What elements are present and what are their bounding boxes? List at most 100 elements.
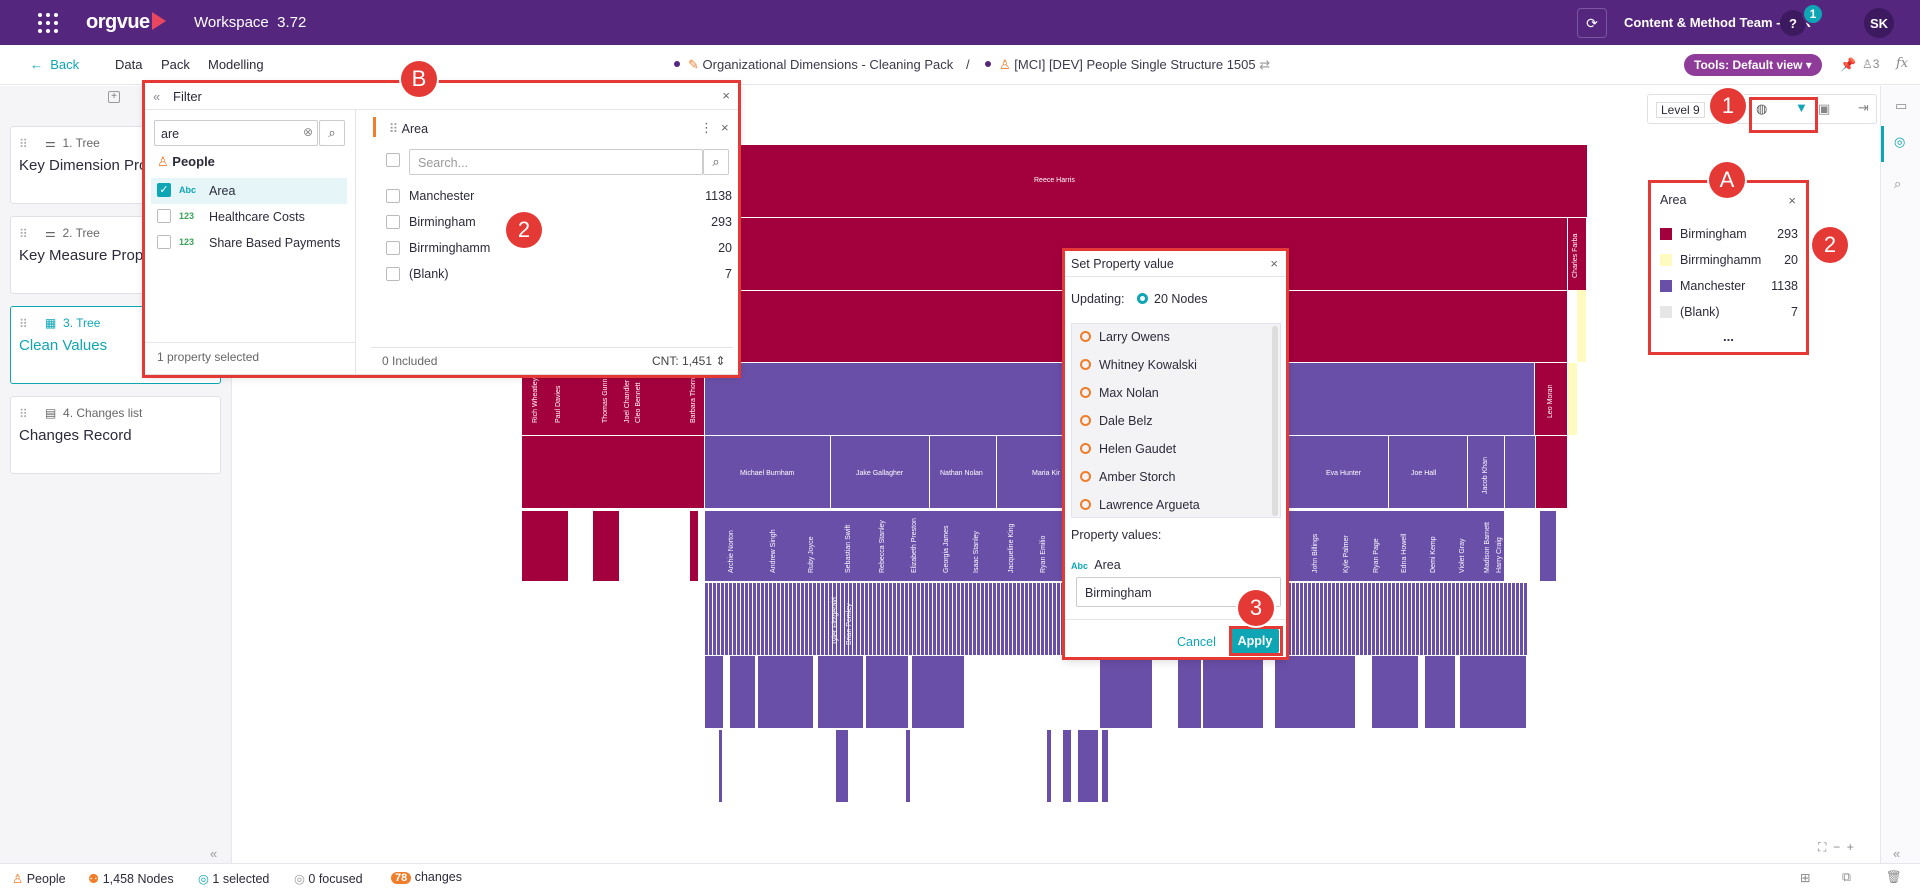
treemap-node[interactable] [522,511,568,581]
sync-button[interactable]: ⟳ [1577,8,1607,38]
search-icon[interactable]: ⌕ [703,149,729,175]
treemap-node[interactable] [690,511,698,581]
list-item[interactable]: Lawrence Argueta [1080,498,1200,512]
breadcrumb-dataset[interactable]: ✎ Organizational Dimensions - Cleaning P… [674,57,953,73]
property-item-healthcare[interactable]: 123 Healthcare Costs [151,204,347,230]
pin-icon[interactable]: 📌 [1840,57,1857,72]
legend-more[interactable]: ... [1723,329,1734,344]
search-icon[interactable]: ⌕ [319,120,345,146]
treemap-node[interactable]: Jake Gallagher [831,436,929,508]
treemap-node[interactable] [593,511,619,581]
treemap-node[interactable]: Michael Burnham [705,436,830,508]
treemap-node[interactable]: Jacob Khan [1468,436,1504,508]
treemap-node[interactable] [758,656,813,728]
treemap-node[interactable]: Charles Farba [1568,218,1586,290]
level-selector[interactable]: Level 9 [1656,102,1705,118]
menu-pack[interactable]: Pack [161,57,190,72]
view-card-4[interactable]: ⠿ ▤ 4. Changes list Changes Record [10,396,221,474]
treemap-node[interactable] [522,436,704,508]
list-item[interactable]: Max Nolan [1080,386,1159,400]
treemap-node[interactable]: Nathan Nolan [930,436,996,508]
add-view-button[interactable]: + [108,91,120,103]
treemap-node[interactable] [1288,583,1528,655]
close-icon[interactable]: × [722,88,730,103]
treemap-node[interactable] [1425,656,1455,728]
treemap-node[interactable]: Joe Hall [1389,436,1467,508]
treemap-node[interactable]: Maria Kir [997,436,1063,508]
more-options-icon[interactable]: ⋮ [700,120,713,135]
value-row[interactable]: Manchester 1138 [377,184,737,210]
property-search-input[interactable]: are ⊗ [154,120,318,146]
focused-count[interactable]: ◎ 0 focused [294,872,363,886]
checkbox[interactable] [386,189,400,203]
copy-icon[interactable]: ⧉ [1842,870,1851,884]
comment-icon[interactable]: ▣ [1818,101,1831,116]
treemap-node[interactable] [818,656,863,728]
target-icon[interactable]: ◎ [1894,134,1906,149]
collapse-panel-icon[interactable]: « [210,846,218,861]
menu-data[interactable]: Data [115,57,143,72]
people-count[interactable]: ♙3 [1862,57,1880,71]
treemap-node[interactable]: Eva Hunter [1288,436,1388,508]
treemap-node[interactable] [912,656,964,728]
treemap-node[interactable] [1275,656,1355,728]
drag-handle-icon[interactable]: ⠿ [19,407,28,421]
treemap-node[interactable] [730,656,755,728]
search-icon[interactable]: ⌕ [1894,176,1902,191]
formula-button[interactable]: fx [1896,56,1909,71]
value-row[interactable]: Birrminghamm 20 [377,236,737,262]
treemap-node[interactable] [1178,656,1201,728]
value-row[interactable]: (Blank) 7 [377,262,737,288]
team-selector[interactable]: Content & Method Team - CTR [1624,15,1811,30]
close-icon[interactable]: × [1270,256,1278,271]
checkbox[interactable] [386,215,400,229]
property-value-input[interactable]: Birmingham [1076,577,1281,607]
notification-badge[interactable]: 1 [1802,3,1824,25]
treemap-node[interactable] [906,730,910,802]
checkbox[interactable] [157,235,171,249]
checkbox-checked[interactable]: ✓ [157,183,171,197]
treemap-node[interactable] [1063,730,1071,802]
treemap-node[interactable] [1540,511,1556,581]
close-icon[interactable]: × [721,120,729,135]
legend-item[interactable]: Birmingham 293 [1660,227,1798,241]
treemap-node[interactable] [1047,730,1051,802]
add-icon[interactable]: ⊞ [1800,871,1811,885]
list-item[interactable]: Larry Owens [1080,330,1170,344]
trash-icon[interactable]: 🗑 [1886,870,1902,884]
zoom-controls[interactable]: ⛶ − + [1818,840,1854,854]
list-item[interactable]: Dale Belz [1080,414,1153,428]
collapse-icon[interactable]: « [153,89,161,104]
value-search-input[interactable]: Search... [409,149,703,175]
avatar[interactable]: SK [1864,8,1894,38]
treemap-node[interactable] [1100,656,1152,728]
drag-handle-icon[interactable]: ⠿ [389,122,399,136]
treemap-node[interactable] [1078,730,1098,802]
treemap-node[interactable] [1372,656,1418,728]
tools-view-dropdown[interactable]: Tools: Default view ▾ [1684,54,1822,76]
breadcrumb-structure[interactable]: ♙ [MCI] [DEV] People Single Structure 15… [985,57,1270,73]
list-item[interactable]: Amber Storch [1080,470,1175,484]
clear-icon[interactable]: ⊗ [303,125,314,139]
drag-handle-icon[interactable]: ⠿ [19,227,28,241]
scrollbar[interactable] [1272,326,1278,516]
treemap-node[interactable]: John Billings Kyle Palmer Ryan Page Edna… [1288,511,1504,581]
nodes-count[interactable]: ⚉ 1,458 Nodes [88,872,174,886]
legend-item[interactable]: Birrminghamm 20 [1660,253,1798,267]
selected-count[interactable]: ◎ 1 selected [198,872,270,886]
treemap-node[interactable] [1505,436,1535,508]
layout-icon[interactable]: ▭ [1895,98,1908,113]
treemap-node[interactable] [1203,656,1263,728]
treemap-node[interactable] [705,656,723,728]
menu-modelling[interactable]: Modelling [208,57,264,72]
treemap-node[interactable] [1102,730,1108,802]
export-icon[interactable]: ⇥ [1858,100,1869,115]
treemap-node[interactable] [1460,656,1526,728]
treemap-node[interactable] [1568,363,1577,435]
legend-item[interactable]: Manchester 1138 [1660,279,1798,293]
value-row[interactable]: Birmingham 293 [377,210,737,236]
drag-handle-icon[interactable]: ⠿ [19,317,28,331]
legend-item[interactable]: (Blank) 7 [1660,305,1798,319]
expand-panel-icon[interactable]: « [1893,846,1901,861]
treemap-node[interactable] [1536,436,1567,508]
